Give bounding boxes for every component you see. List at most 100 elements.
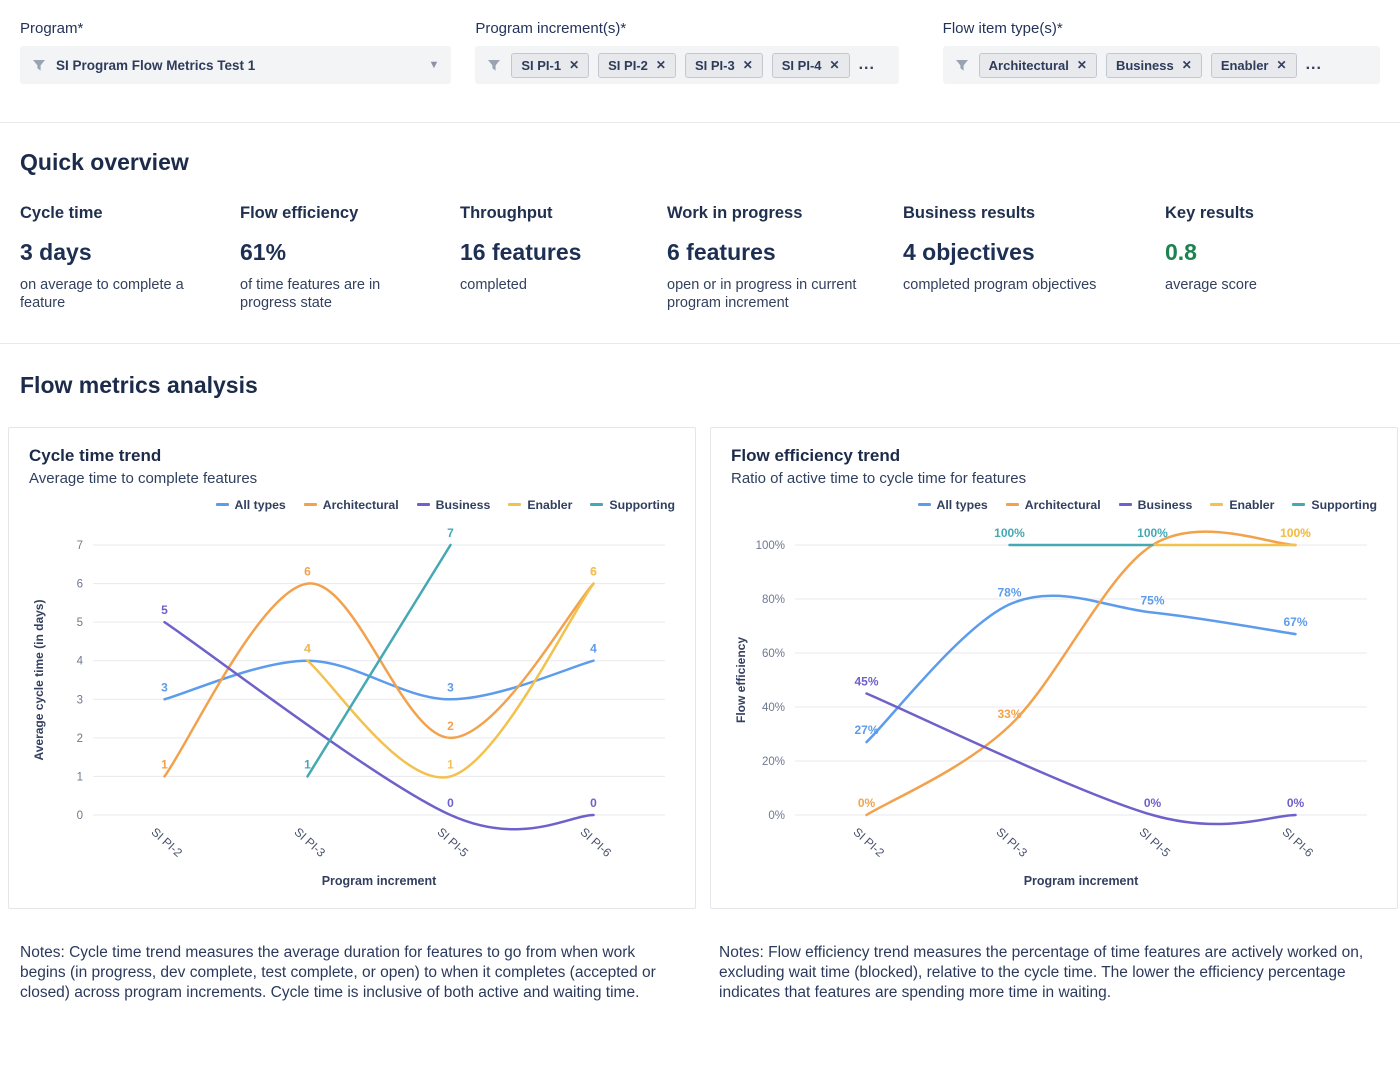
x-axis-title: Program increment xyxy=(1024,874,1139,888)
chip-remove-icon[interactable]: ✕ xyxy=(742,58,753,72)
x-axis-title: Program increment xyxy=(322,874,437,888)
legend-marker xyxy=(416,503,430,506)
legend-marker xyxy=(1005,503,1019,506)
filter-chip-si-pi-1[interactable]: SI PI-1 ✕ xyxy=(511,52,590,78)
types-chip-row: Architectural ✕ Business ✕ Enabler ✕... xyxy=(978,52,1368,78)
chip-remove-icon[interactable]: ✕ xyxy=(655,58,666,72)
legend-label: Supporting xyxy=(1311,497,1377,512)
legend-item-supporting[interactable]: Supporting xyxy=(1292,497,1377,513)
filter-funnel-icon xyxy=(955,59,969,72)
chevron-down-icon[interactable]: ▼ xyxy=(428,59,440,71)
data-label-architectural: 6 xyxy=(304,564,311,578)
series-line-supporting xyxy=(306,543,452,778)
chip-remove-icon[interactable]: ✕ xyxy=(1181,58,1192,72)
legend-item-all-types[interactable]: All types xyxy=(917,497,988,513)
chart-legend: All types Architectural Business Enabler Sup… xyxy=(29,497,675,513)
increments-select[interactable]: SI PI-1 ✕ SI PI-2 ✕ SI PI-3 ✕ SI PI-4 ✕... xyxy=(475,46,899,84)
data-label-all-types: 3 xyxy=(161,680,168,694)
y-tick-label: 20% xyxy=(762,756,785,768)
metric-desc: completed program objectives xyxy=(903,277,1097,293)
metric-value: 3 days xyxy=(20,239,92,265)
y-tick-label: 1 xyxy=(77,771,83,783)
metric-flow-efficiency: Flow efficiency 61% of time features are i… xyxy=(240,204,460,313)
cycle-time-trend-card: Cycle time trend Average time to complet… xyxy=(8,426,696,909)
data-label-architectural: 2 xyxy=(447,718,454,732)
chip-remove-icon[interactable]: ✕ xyxy=(1076,58,1087,72)
legend-label: Business xyxy=(1137,497,1193,512)
chip-label: SI PI-1 xyxy=(521,57,562,73)
metrics-row: Cycle time 3 days on average to complete a… xyxy=(0,204,1400,313)
chip-label: SI PI-2 xyxy=(608,57,648,73)
program-select[interactable]: SI Program Flow Metrics Test 1 ▼ xyxy=(20,46,452,84)
more-chips-ellipsis[interactable]: ... xyxy=(858,56,875,73)
legend-item-enabler[interactable]: Enabler xyxy=(1210,497,1274,513)
chip-label: SI PI-4 xyxy=(781,57,822,73)
divider xyxy=(0,122,1400,123)
data-label-enabler: 4 xyxy=(304,641,311,655)
program-filter-label: Program* xyxy=(20,20,84,37)
chart-subtitle: Average time to complete features xyxy=(29,469,258,487)
data-label-enabler: 1 xyxy=(447,757,454,771)
metric-value: 16 features xyxy=(460,239,582,265)
flow-efficiency-notes: Notes: Flow efficiency trend measures th… xyxy=(719,943,1364,1001)
metric-desc: average score xyxy=(1165,277,1257,293)
y-tick-label: 0 xyxy=(77,810,83,822)
data-label-enabler: 100% xyxy=(1280,526,1311,540)
chip-remove-icon[interactable]: ✕ xyxy=(829,58,840,72)
filter-chip-business[interactable]: Business ✕ xyxy=(1105,52,1202,78)
metric-desc: of time features are in progress state xyxy=(240,277,381,312)
filter-funnel-icon xyxy=(487,59,501,72)
types-select[interactable]: Architectural ✕ Business ✕ Enabler ✕... xyxy=(942,46,1380,84)
increments-filter-group: Program increment(s)* SI PI-1 ✕ SI PI-2 ✕ SI… xyxy=(475,20,899,84)
legend-item-enabler[interactable]: Enabler xyxy=(508,497,572,513)
metric-desc: completed xyxy=(460,277,527,293)
data-label-architectural: 33% xyxy=(997,706,1021,720)
legend-label: Business xyxy=(435,497,491,512)
filter-chip-si-pi-4[interactable]: SI PI-4 ✕ xyxy=(771,52,850,78)
notes-row: Notes: Cycle time trend measures the ave… xyxy=(0,943,1400,1003)
legend-label: Enabler xyxy=(1229,497,1275,512)
metric-value: 6 features xyxy=(667,239,776,265)
filter-chip-si-pi-3[interactable]: SI PI-3 ✕ xyxy=(684,52,763,78)
legend-item-supporting[interactable]: Supporting xyxy=(590,497,675,513)
legend-marker xyxy=(1118,503,1132,506)
program-select-value: SI Program Flow Metrics Test 1 xyxy=(56,57,256,73)
data-label-all-types: 67% xyxy=(1283,615,1307,629)
flow-efficiency-trend-card: Flow efficiency trend Ratio of active ti… xyxy=(710,426,1398,909)
increments-chip-row: SI PI-1 ✕ SI PI-2 ✕ SI PI-3 ✕ SI PI-4 ✕... xyxy=(511,52,886,78)
x-tick-label: SI PI-3 xyxy=(993,824,1030,859)
chart-body: 0 1 2 3 4 5 6 7 SI PI-2 SI PI-3 SI PI-5 SI PI-6 Aver… xyxy=(29,515,675,898)
legend-marker xyxy=(590,503,604,506)
legend-label: All types xyxy=(234,497,286,512)
data-label-all-types: 75% xyxy=(1140,593,1164,607)
legend-label: All types xyxy=(936,497,988,512)
chip-remove-icon[interactable]: ✕ xyxy=(1276,58,1287,72)
data-label-business: 0 xyxy=(447,796,454,810)
data-label-all-types: 4 xyxy=(304,641,311,655)
metric-label: Flow efficiency xyxy=(240,204,359,222)
legend-item-business[interactable]: Business xyxy=(416,497,491,513)
y-tick-label: 2 xyxy=(77,732,83,744)
series-line-enabler xyxy=(306,581,595,779)
metric-label: Work in progress xyxy=(667,204,803,222)
filter-bar: Program* SI Program Flow Metrics Test 1 … xyxy=(0,0,1400,84)
chip-remove-icon[interactable]: ✕ xyxy=(569,58,580,72)
legend-item-architectural[interactable]: Architectural xyxy=(303,497,399,513)
chart-body: 0% 20% 40% 60% 80% 100% SI PI-2 SI PI-3 SI PI-5 S… xyxy=(731,515,1377,898)
data-label-architectural: 0% xyxy=(858,796,876,810)
y-tick-label: 100% xyxy=(756,540,785,552)
chip-label: Enabler xyxy=(1220,57,1269,73)
chart-title: Flow efficiency trend xyxy=(731,445,901,465)
increments-filter-label: Program increment(s)* xyxy=(475,20,627,37)
legend-item-business[interactable]: Business xyxy=(1118,497,1193,513)
data-label-enabler: 6 xyxy=(590,564,597,578)
metric-work-in-progress: Work in progress 6 features open or in pro… xyxy=(667,204,903,313)
filter-chip-enabler[interactable]: Enabler ✕ xyxy=(1210,52,1297,78)
data-label-business: 0 xyxy=(590,796,597,810)
filter-chip-si-pi-2[interactable]: SI PI-2 ✕ xyxy=(598,52,676,78)
filter-chip-architectural[interactable]: Architectural ✕ xyxy=(978,52,1097,78)
legend-item-all-types[interactable]: All types xyxy=(215,497,286,513)
legend-item-architectural[interactable]: Architectural xyxy=(1005,497,1101,513)
more-chips-ellipsis[interactable]: ... xyxy=(1305,56,1322,73)
